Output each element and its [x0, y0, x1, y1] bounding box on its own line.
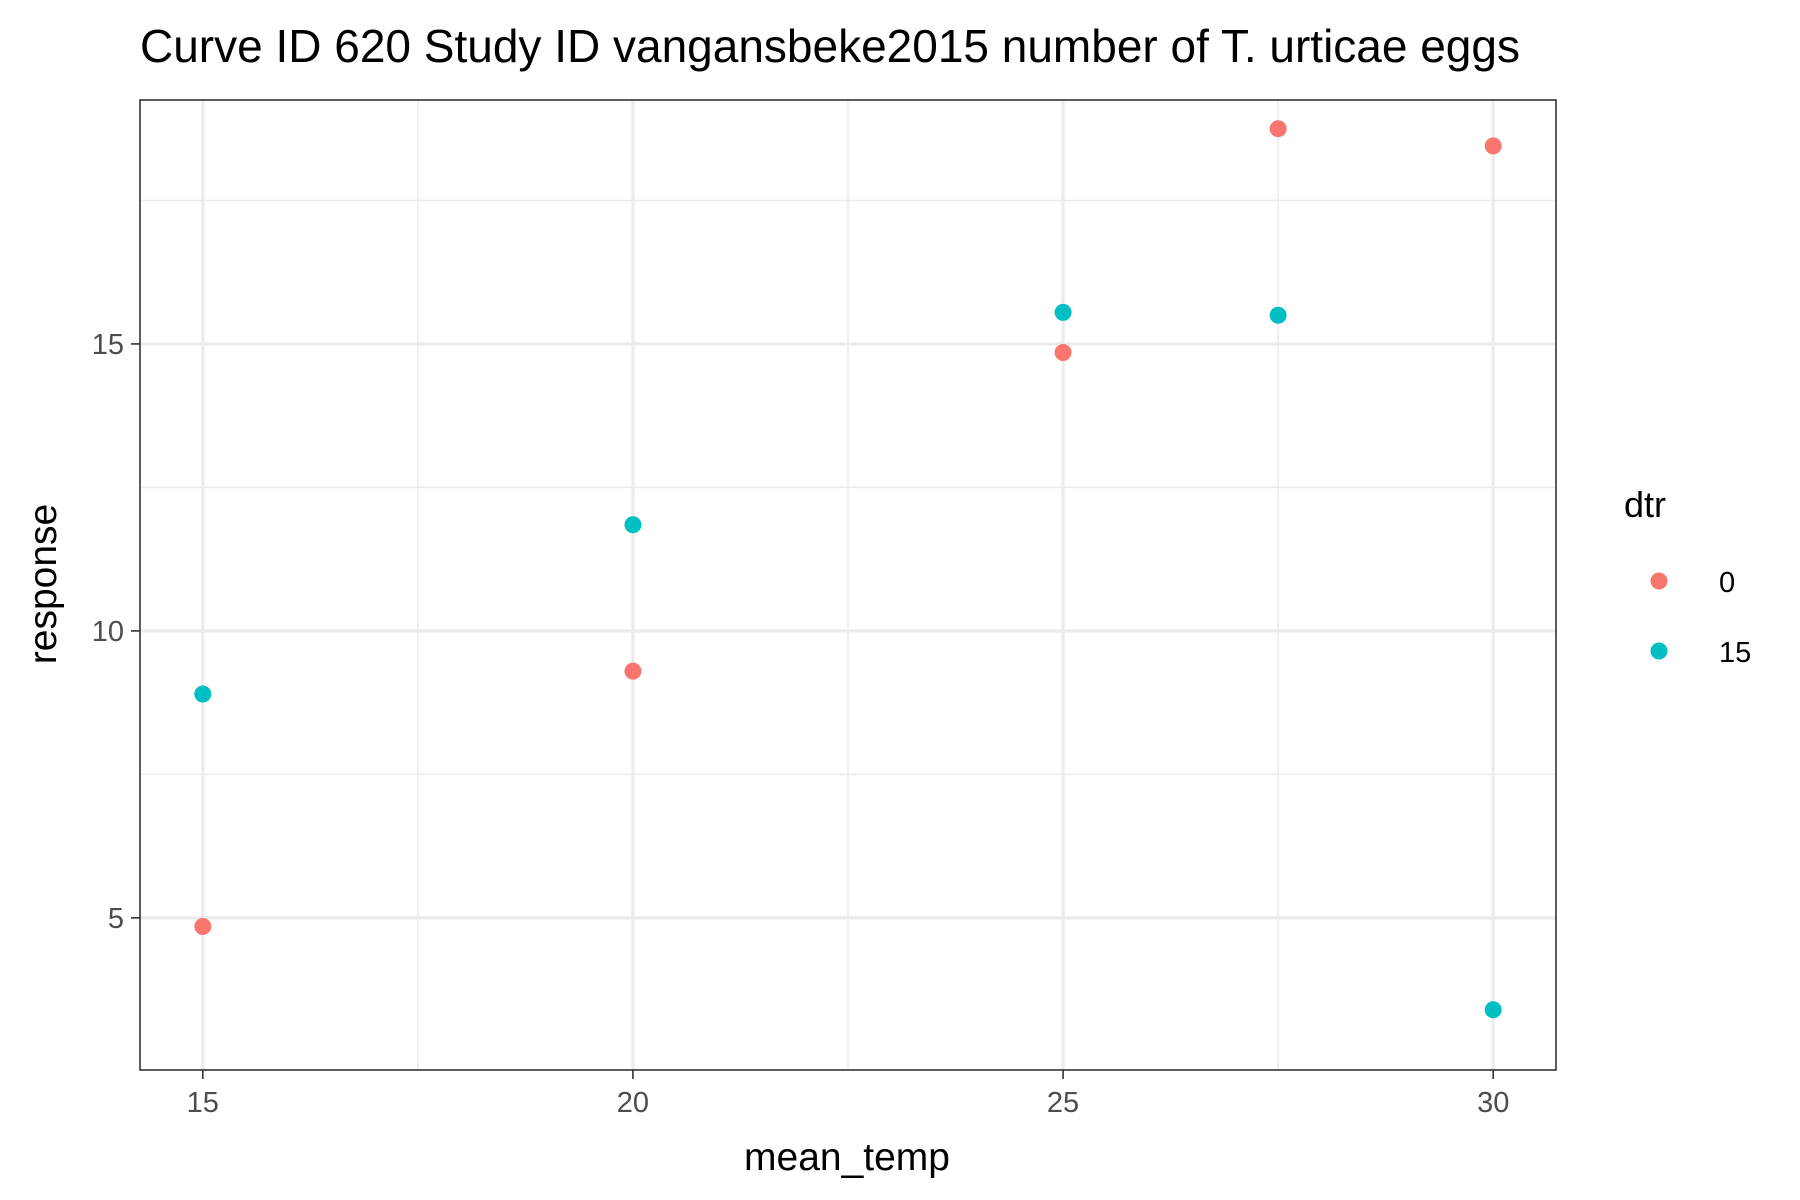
data-point-dtr-15	[194, 685, 212, 703]
y-tick-label: 5	[108, 903, 124, 935]
legend: dtr 0 15	[1624, 484, 1751, 669]
data-points	[194, 120, 1502, 1019]
legend-title: dtr	[1624, 484, 1666, 525]
data-point-dtr-0	[194, 918, 212, 936]
legend-label-0: 0	[1719, 567, 1735, 599]
data-point-dtr-0	[1269, 120, 1287, 138]
y-tick-label: 15	[92, 329, 124, 361]
data-point-dtr-15	[1054, 303, 1072, 321]
data-point-dtr-15	[624, 516, 642, 534]
legend-entries: 0 15	[1650, 567, 1751, 669]
chart-title: Curve ID 620 Study ID vangansbeke2015 nu…	[140, 20, 1520, 72]
data-point-dtr-15	[1484, 1001, 1502, 1019]
x-tick-label: 30	[1477, 1087, 1509, 1119]
plot-panel-border	[139, 99, 1557, 1071]
x-tick-label: 20	[617, 1087, 649, 1119]
minor-gridlines	[140, 100, 1556, 1070]
data-point-dtr-0	[1054, 344, 1072, 362]
x-tick-label: 25	[1047, 1087, 1079, 1119]
y-axis-title: response	[22, 504, 65, 664]
y-axis: 5 10 15	[92, 329, 140, 935]
x-axis-title: mean_temp	[744, 1136, 950, 1179]
major-gridlines	[140, 100, 1556, 1070]
x-tick-label: 15	[187, 1087, 219, 1119]
legend-key-15	[1650, 642, 1668, 660]
data-point-dtr-0	[624, 662, 642, 680]
legend-label-15: 15	[1719, 637, 1751, 669]
data-point-dtr-15	[1269, 306, 1287, 324]
legend-key-0	[1650, 572, 1668, 590]
y-tick-label: 10	[92, 616, 124, 648]
data-point-dtr-0	[1484, 137, 1502, 155]
x-axis: 15 20 25 30	[187, 1070, 1509, 1119]
